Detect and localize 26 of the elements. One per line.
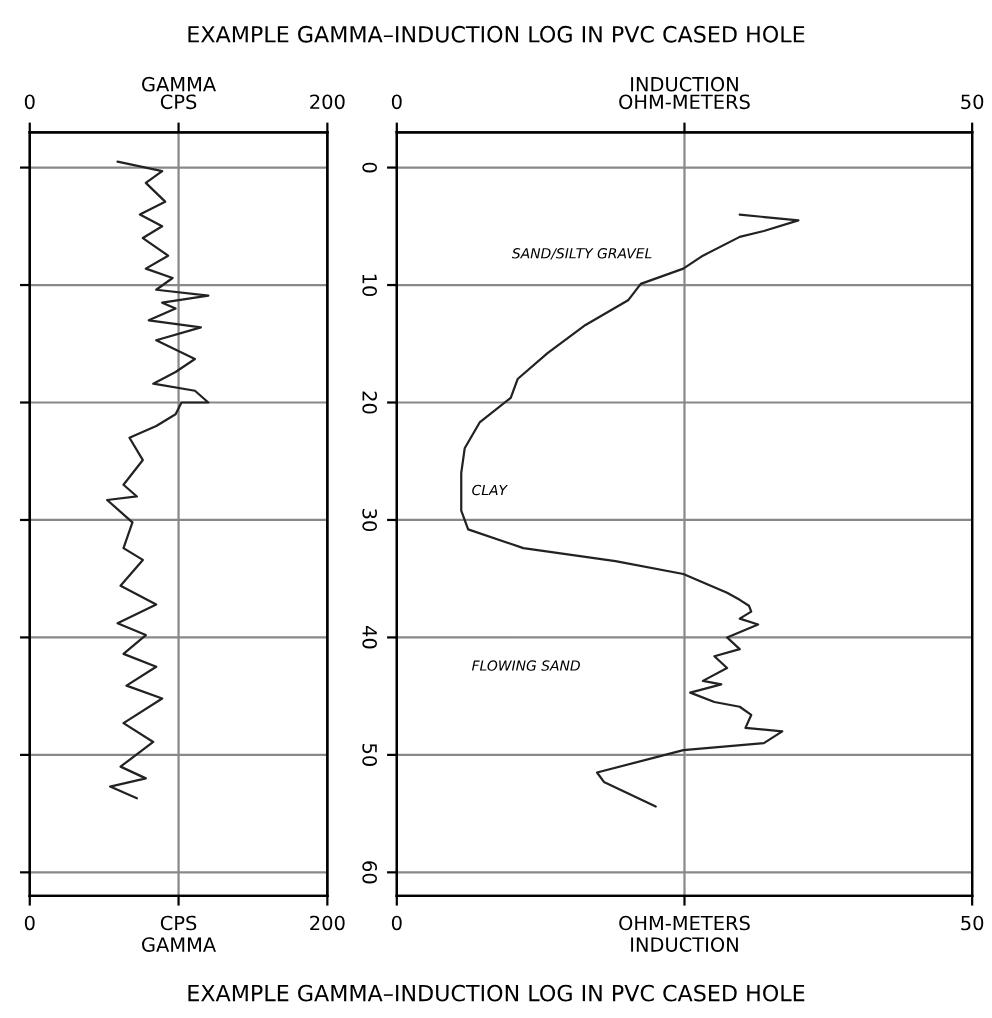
- text: EXAMPLE GAMMA–INDUCTION LOG IN PVC CASED HOLE: [188, 984, 805, 1002]
- x2-axis-title: GAMMA: [142, 76, 217, 92]
- x2-tick-label: 0: [24, 94, 35, 110]
- y-tick-label: 30: [362, 509, 378, 532]
- x2-axis-title: INDUCTION: [631, 76, 738, 92]
- line-series: [460, 213, 800, 808]
- y-tick-label: 0: [362, 162, 378, 173]
- x-axis-title: INDUCTION: [631, 937, 738, 952]
- y-tick-label: 10: [362, 274, 378, 297]
- x-tick-label: 200: [310, 915, 345, 931]
- x2-tick-label: 50: [961, 94, 984, 110]
- x2-tick-label: OHM-METERS: [619, 94, 750, 110]
- y-tick-label: 60: [362, 861, 378, 884]
- x2-tick-label: CPS: [160, 94, 197, 110]
- text: EXAMPLE GAMMA–INDUCTION LOG IN PVC CASED HOLE: [188, 25, 805, 43]
- x-tick-label: CPS: [160, 915, 197, 931]
- y-tick-label: 20: [362, 391, 378, 414]
- x-tick-label: 0: [391, 915, 402, 931]
- x-tick-label: 0: [24, 915, 35, 931]
- x2-tick-label: 0: [391, 94, 402, 110]
- x-tick-label: 50: [961, 915, 984, 931]
- x-tick-label: OHM-METERS: [619, 915, 750, 931]
- x2-tick-label: 200: [310, 94, 345, 110]
- y-tick-label: 50: [362, 744, 378, 766]
- y-tick-label: 40: [362, 626, 378, 649]
- x-axis-title: GAMMA: [142, 937, 217, 952]
